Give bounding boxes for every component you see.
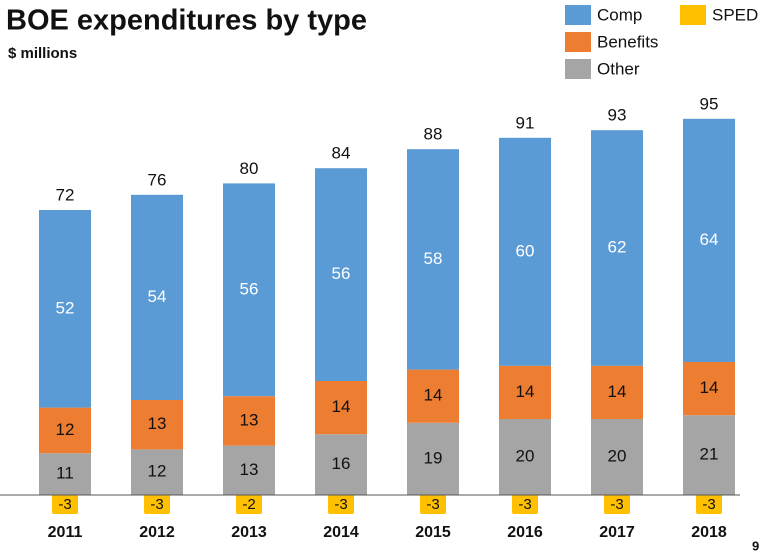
legend-swatch (565, 5, 591, 25)
value-label: 21 (700, 445, 719, 464)
total-label: 88 (424, 125, 443, 144)
x-tick-label: 2017 (599, 524, 635, 541)
legend-swatch (680, 5, 706, 25)
total-label: 84 (332, 144, 351, 163)
legend-swatch (565, 59, 591, 79)
value-label: 11 (56, 464, 74, 483)
value-label: 60 (516, 241, 535, 260)
x-tick-label: 2012 (139, 524, 175, 541)
value-label: 14 (608, 382, 627, 401)
sped-label-bg (328, 495, 354, 514)
legend-label: Comp (597, 5, 642, 24)
value-label: -3 (518, 496, 531, 513)
legend-swatch (565, 32, 591, 52)
bar-segment (407, 369, 459, 423)
sped-label-bg (512, 495, 538, 514)
value-label: 54 (148, 287, 167, 306)
bar-segment (683, 415, 735, 495)
x-tick-label: 2015 (415, 524, 451, 541)
chart-subtitle: $ millions (8, 45, 77, 62)
bar-segment (591, 130, 643, 366)
value-label: 19 (424, 448, 443, 467)
value-label: 52 (56, 298, 75, 317)
value-label: 14 (700, 378, 719, 397)
legend-label: Benefits (597, 32, 658, 51)
value-label: -2 (242, 496, 255, 513)
value-label: -3 (702, 496, 715, 513)
value-label: -3 (610, 496, 623, 513)
sped-label-bg (604, 495, 630, 514)
total-label: 76 (148, 170, 167, 189)
x-tick-label: 2018 (691, 524, 727, 541)
value-label: -3 (150, 496, 163, 513)
bar-segment (39, 210, 91, 408)
x-tick-label: 2014 (323, 524, 359, 541)
value-label: 58 (424, 249, 443, 268)
total-label: 91 (516, 113, 535, 132)
value-label: 12 (56, 420, 75, 439)
bar-segment (315, 381, 367, 435)
value-label: 14 (424, 386, 443, 405)
bar-segment (315, 168, 367, 381)
bar-segment (591, 419, 643, 495)
bar-segment (315, 434, 367, 495)
value-label: -3 (58, 496, 71, 513)
total-label: 95 (700, 94, 719, 113)
x-tick-label: 2011 (48, 524, 83, 541)
sped-label-bg (236, 495, 262, 514)
bar-segment (131, 400, 183, 450)
value-label: 16 (332, 454, 351, 473)
value-label: 56 (332, 264, 351, 283)
bar-segment (223, 445, 275, 495)
bar-segment (499, 365, 551, 419)
bar-segment (499, 137, 551, 366)
legend-label: SPED (712, 5, 758, 24)
bar-segment (131, 194, 183, 400)
bar-segment (683, 118, 735, 362)
bar-segment (407, 422, 459, 495)
legend-label: Other (597, 59, 640, 78)
value-label: 56 (240, 279, 259, 298)
bar-segment (407, 149, 459, 370)
x-tick-label: 2016 (507, 524, 543, 541)
chart-title: BOE expenditures by type (6, 5, 367, 37)
value-label: 20 (608, 446, 627, 465)
page-number: 9 (752, 538, 759, 553)
total-label: 72 (56, 185, 75, 204)
bar-segment (131, 449, 183, 495)
bar-segment (223, 183, 275, 397)
total-label: 93 (608, 106, 627, 125)
value-label: 13 (240, 410, 259, 429)
value-label: 12 (148, 462, 167, 481)
value-label: 64 (700, 230, 719, 249)
x-tick-label: 2013 (231, 524, 267, 541)
bar-segment (39, 407, 91, 454)
bar-segment (683, 362, 735, 416)
bar-segment (591, 365, 643, 419)
sped-label-bg (52, 495, 78, 514)
bar-segment (499, 419, 551, 495)
value-label: 20 (516, 446, 535, 465)
bar-segment (39, 453, 91, 495)
value-label: 14 (516, 382, 535, 401)
value-label: 13 (240, 460, 259, 479)
sped-label-bg (420, 495, 446, 514)
value-label: 62 (608, 237, 627, 256)
value-label: -3 (334, 496, 347, 513)
value-label: 14 (332, 397, 351, 416)
sped-label-bg (144, 495, 170, 514)
value-label: 13 (148, 414, 167, 433)
sped-label-bg (696, 495, 722, 514)
bar-segment (223, 396, 275, 446)
value-label: -3 (426, 496, 439, 513)
total-label: 80 (240, 159, 259, 178)
